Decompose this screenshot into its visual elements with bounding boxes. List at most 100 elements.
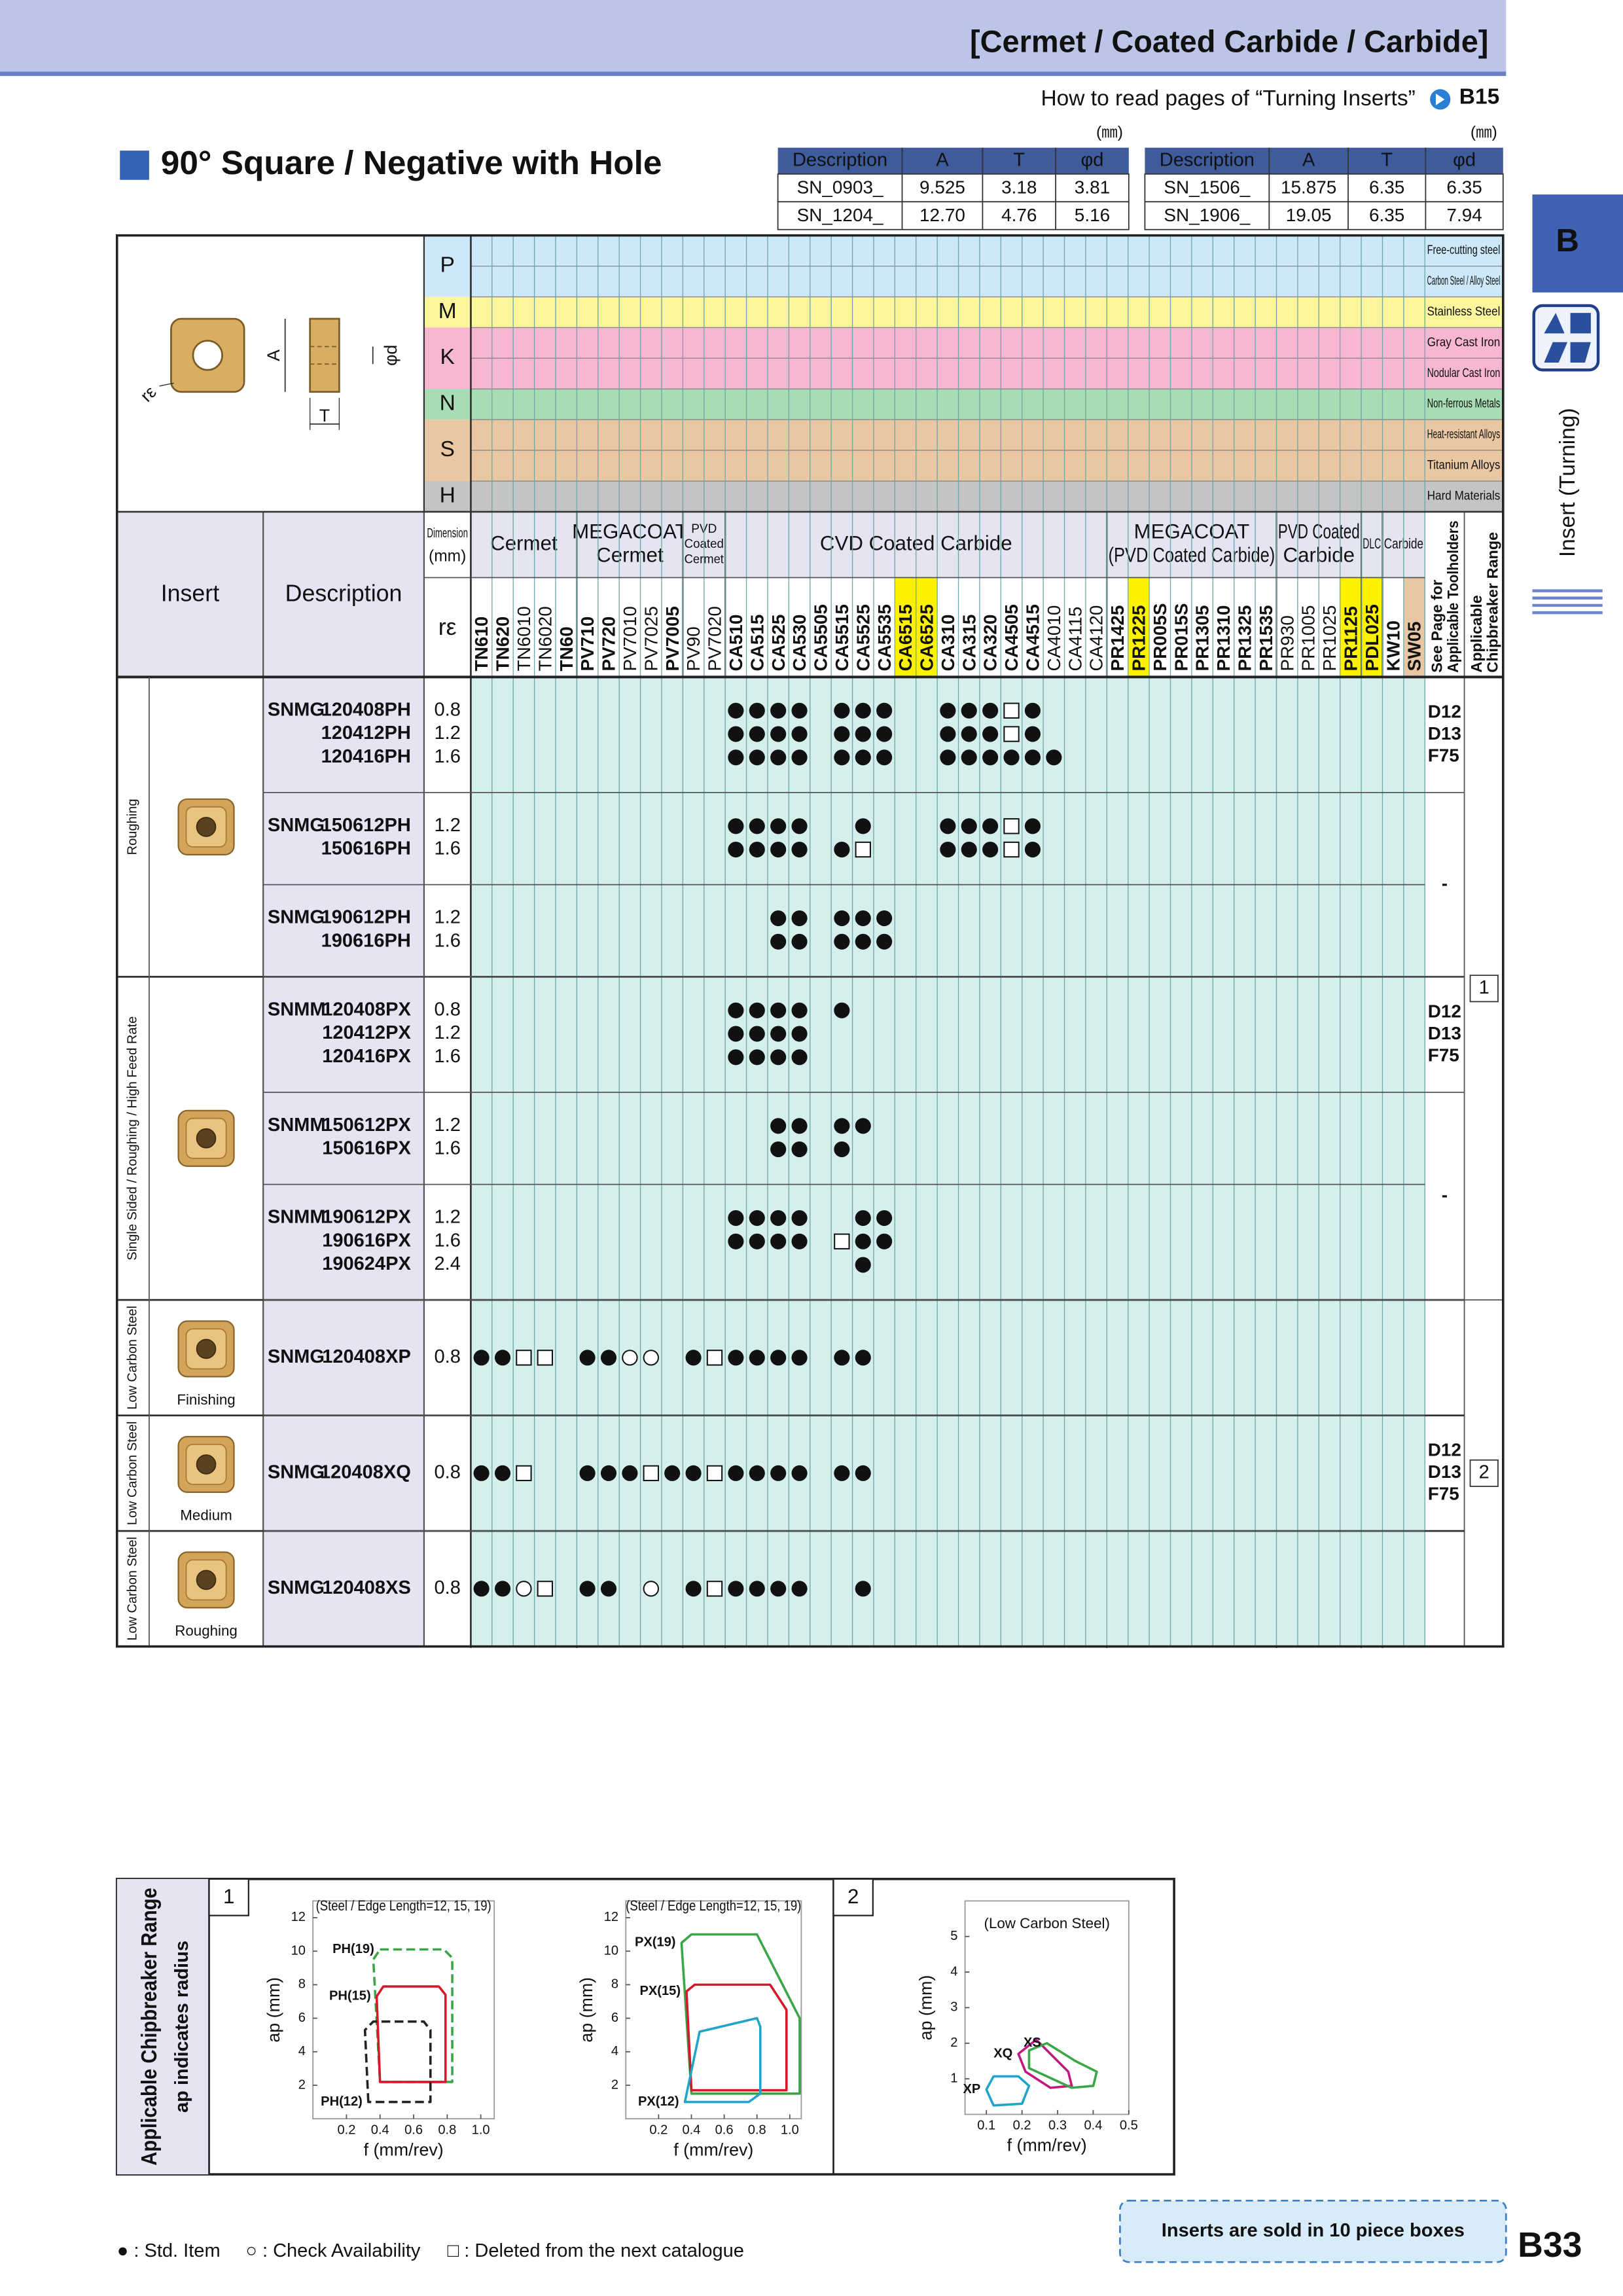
range-region [985,2075,1031,2107]
grade-name: PV720 [599,617,619,672]
axis-label: ap (mm) [577,1977,596,2043]
grade-name-cell [661,577,683,677]
item-code: 120412PX [322,1022,411,1043]
chipbreaker-ref: 2 [1479,1462,1489,1483]
material-label: Titanium Alloys [1427,459,1501,473]
material-letter-cell [423,327,471,389]
std-item-symbol [855,1118,871,1134]
grade-name: CA5535 [874,604,895,671]
std-item-symbol [876,749,893,766]
page-category: [Cermet / Coated Carbide / Carbide] [970,24,1488,58]
std-item-symbol [600,1465,617,1481]
material-letter-cell [423,235,471,297]
application-label: Roughing [126,798,140,855]
grade-name-cell [619,577,641,677]
y-tick-label: 5 [950,1929,957,1943]
item-code: 120408XS [322,1577,411,1598]
std-item-symbol [855,702,871,719]
std-item-symbol [855,1465,871,1481]
axis-label: ap (mm) [916,1975,936,2041]
std-item-symbol [1024,749,1041,766]
material-band [471,327,1425,359]
toolholder-page: D13 [1428,723,1461,744]
grade-name-cell [704,577,726,677]
grade-name: PV7005 [662,606,683,671]
panel-number-box [208,1878,249,1916]
drawing-label: T [319,406,330,425]
grade-name-cell [1170,577,1192,677]
grade-name: CA4505 [1001,604,1022,671]
std-item-symbol [728,1350,744,1366]
range-region [1017,2038,1073,2089]
check-availability-symbol [643,1581,659,1597]
grade-name: PR005S [1150,603,1170,672]
grade-name: TN6010 [514,606,534,671]
insert-header-cell [116,511,264,677]
material-band [471,358,1425,389]
grade-name: CA530 [789,615,810,672]
column-header: See Page for [1429,580,1446,673]
std-item-symbol [749,818,765,834]
deleted-symbol [516,1465,532,1482]
grade-name: CA510 [726,615,746,672]
std-item-symbol [770,1002,787,1018]
toolholder-page: F75 [1428,745,1459,766]
side-tab-letter: B [1556,223,1579,259]
deleted-symbol [1003,702,1020,719]
std-item-symbol [749,1233,765,1249]
grade-group-cell [577,511,683,578]
grade-name-cell [1191,577,1213,677]
grade-name: CA5515 [832,604,852,671]
std-item-symbol [770,726,787,742]
deleted-symbol [537,1581,553,1597]
std-item-symbol [728,1465,744,1481]
grade-group-name: Cermet [490,531,558,554]
insert-label: Finishing [177,1391,235,1408]
range-region [680,1933,801,2095]
corner-radius: 1.6 [434,1138,460,1159]
grade-name-cell [1276,577,1298,677]
material-letter: M [438,299,457,323]
insert-label: Medium [180,1507,232,1524]
deleted-symbol [706,1350,723,1366]
insert-hole [196,1454,217,1475]
material-label: Carbon Steel / Alloy Steel [1427,274,1501,288]
dim-column-header: A [936,149,949,170]
material-label: Gray Cast Iron [1427,336,1501,350]
std-item-symbol [473,1350,490,1366]
grade-name-cell [1340,577,1362,677]
grade-name-cell [1064,577,1086,677]
std-item-symbol [685,1465,702,1481]
x-tick-label: 1.0 [472,2123,490,2137]
std-item-symbol [791,1002,808,1018]
std-item-symbol [579,1465,596,1481]
x-tick-label: 0.4 [371,2123,389,2137]
dim-cell: 9.525 [919,177,965,198]
grade-group-name: MEGACOAT [572,520,688,543]
region-label: PX(12) [638,2094,679,2109]
grade-name: PR015S [1171,603,1191,672]
material-label: Nodular Cast Iron [1427,367,1501,380]
column-header: Applicable Toolholders [1444,520,1461,672]
grade-name-cell [1255,577,1277,677]
std-item-symbol [728,1233,744,1249]
description-column [263,677,424,1647]
std-item-symbol [791,1026,808,1042]
y-tick-label: 4 [950,1964,957,1979]
material-label-cell [1425,420,1503,451]
dim-column-header: Description [793,149,887,170]
grade-name-cell [916,577,938,677]
grade-column-band [471,677,1425,1647]
series: SNMG [268,1462,325,1483]
grade-name-cell [1361,577,1383,677]
grade-name: CA320 [980,615,1001,672]
std-item-symbol [664,1465,681,1481]
column-header: (mm) [429,548,466,565]
grade-name: CA4010 [1044,605,1064,672]
drawing-label: A [264,350,283,361]
x-tick-label: 0.8 [438,2123,456,2137]
std-item-symbol [791,910,808,927]
item-code: 120408PH [321,699,411,720]
grade-name-cell [958,577,980,677]
deleted-symbol [537,1350,553,1366]
